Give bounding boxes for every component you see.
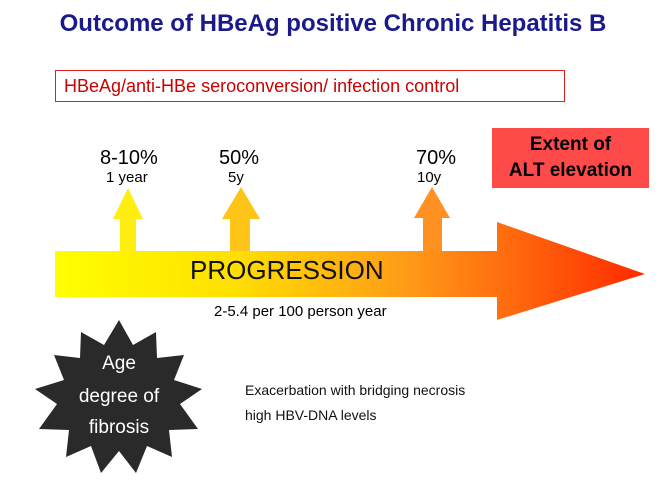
alt-box-line2: ALT elevation (508, 160, 633, 181)
note-exacerbation: Exacerbation with bridging necrosis (245, 382, 466, 398)
milestone-arrow-3 (414, 187, 450, 251)
milestone-percent-2: 50% (219, 147, 260, 169)
star-line-degree: degree of (78, 386, 160, 407)
star-line-age: Age (102, 353, 136, 374)
star-line-fibrosis: fibrosis (88, 417, 150, 438)
progression-rate: 2-5.4 per 100 person year (214, 303, 387, 320)
milestone-time-3: 10y (417, 169, 442, 186)
milestone-time-2: 5y (228, 169, 244, 186)
risk-starburst (35, 320, 202, 473)
milestone-time-1: 1 year (106, 169, 148, 186)
alt-box-line1: Extent of (529, 134, 612, 155)
slide-title: Outcome of HBeAg positive Chronic Hepati… (59, 10, 607, 37)
seroconversion-box: HBeAg/anti-HBe seroconversion/ infection… (55, 70, 565, 102)
note-hbv-dna: high HBV-DNA levels (245, 407, 377, 423)
progression-label: PROGRESSION (190, 255, 384, 285)
milestone-arrow-1 (113, 188, 143, 251)
milestone-percent-1: 8-10% (100, 147, 158, 169)
milestone-percent-3: 70% (416, 147, 457, 169)
alt-elevation-box: Extent of ALT elevation (492, 128, 649, 188)
milestone-arrow-2 (222, 187, 260, 251)
progression-arrow (55, 222, 645, 320)
